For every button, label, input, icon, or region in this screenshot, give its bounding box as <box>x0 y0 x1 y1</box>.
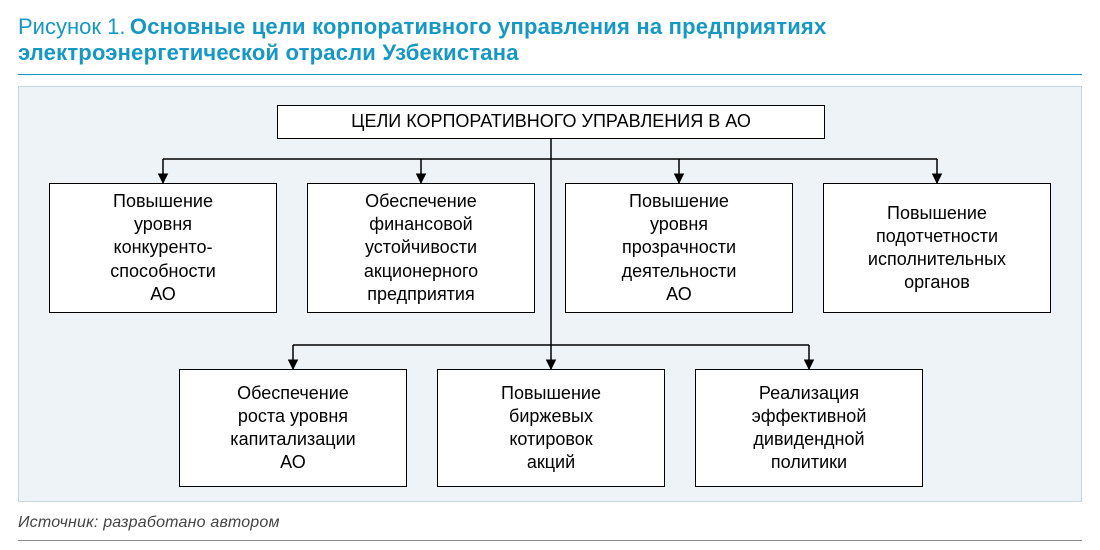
diagram-canvas: ЦЕЛИ КОРПОРАТИВНОГО УПРАВЛЕНИЯ В АО Повыш… <box>18 86 1082 502</box>
node-root: ЦЕЛИ КОРПОРАТИВНОГО УПРАВЛЕНИЯ В АО <box>277 105 825 139</box>
node-r2c1: Обеспечение роста уровня капитализации А… <box>179 369 407 487</box>
node-r1c4: Повышение подотчетности исполнительных о… <box>823 183 1051 313</box>
figure-source: Источник: разработано автором <box>18 514 1078 532</box>
node-r1c3: Повышение уровня прозрачности деятельнос… <box>565 183 793 313</box>
bottom-divider <box>18 540 1082 541</box>
figure-wrap: Рисунок 1. Основные цели корпоративного … <box>0 0 1100 550</box>
figure-prefix: Рисунок 1. <box>18 14 125 39</box>
title-divider <box>18 74 1082 75</box>
node-r1c1: Повышение уровня конкуренто- способности… <box>49 183 277 313</box>
figure-title-text: Основные цели корпоративного управления … <box>18 14 826 65</box>
node-r2c2: Повышение биржевых котировок акций <box>437 369 665 487</box>
node-r1c2: Обеспечение финансовой устойчивости акци… <box>307 183 535 313</box>
figure-title: Рисунок 1. Основные цели корпоративного … <box>18 14 1078 66</box>
node-r2c3: Реализация эффективной дивидендной полит… <box>695 369 923 487</box>
